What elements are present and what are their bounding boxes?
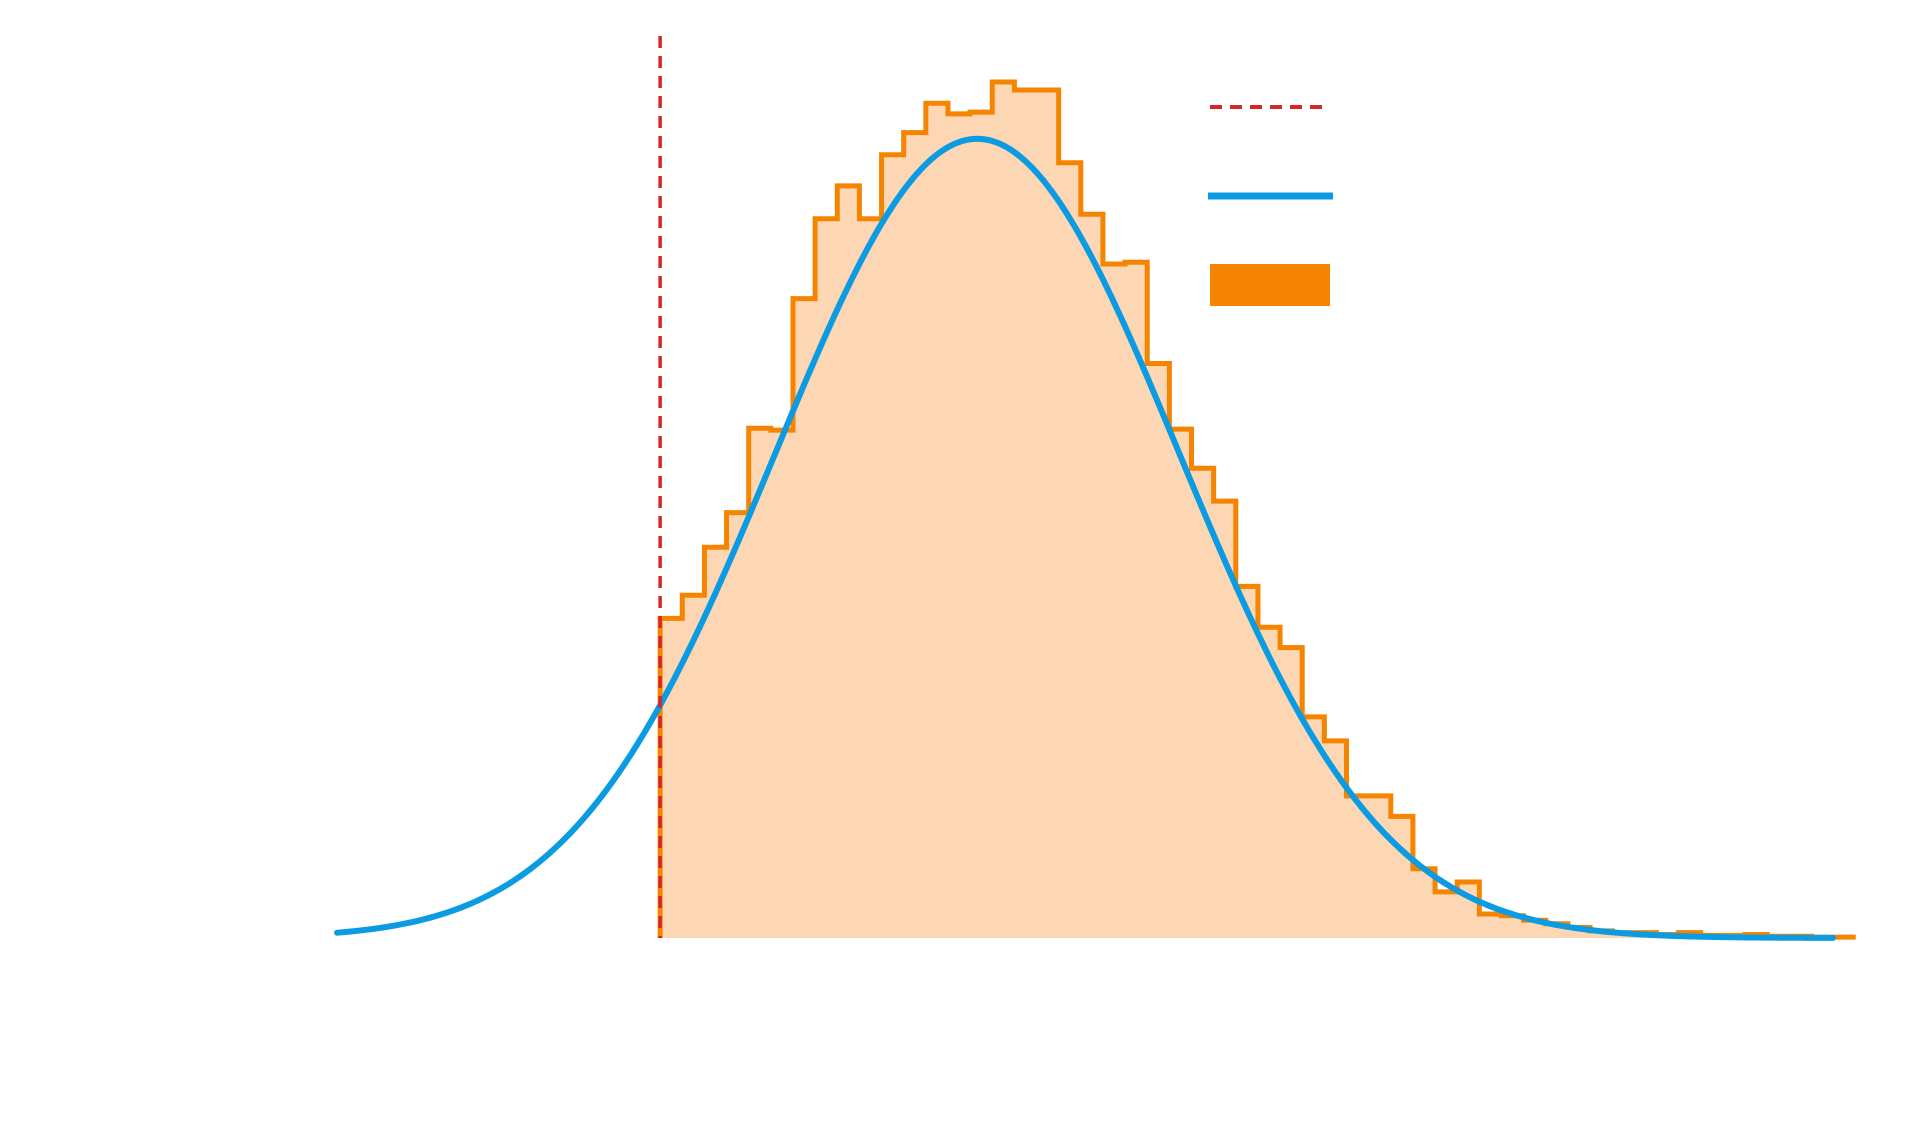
histogram-bar (704, 547, 728, 938)
histogram-bar (1590, 930, 1613, 938)
histogram-bar (1257, 627, 1281, 938)
histogram-bar (1346, 795, 1370, 938)
histogram-bar (815, 218, 838, 939)
histogram-bar (682, 595, 706, 938)
histogram-bar (1169, 429, 1193, 938)
legend-swatch-histogram (1210, 264, 1330, 306)
histogram-bar (1191, 468, 1215, 938)
histogram-bar (970, 112, 993, 938)
histogram-bar (1479, 914, 1503, 938)
histogram-bar (1058, 162, 1082, 938)
histogram-bar (1412, 868, 1436, 938)
histogram-bar (726, 512, 750, 938)
histogram-bar (947, 113, 971, 939)
histogram-bar (770, 430, 794, 938)
histogram-bar (903, 132, 927, 939)
histogram-bar (1390, 816, 1414, 938)
histogram-bar (881, 154, 905, 938)
histogram-bar (1435, 891, 1458, 938)
histogram-bar (1280, 647, 1303, 938)
histogram-bar (837, 185, 861, 938)
histogram-bar (1014, 89, 1038, 938)
histogram-bar (1102, 264, 1126, 938)
histogram-bar (1235, 586, 1259, 938)
histogram-bar (859, 218, 883, 939)
histogram-bar (1302, 716, 1325, 938)
histogram-bar (748, 428, 772, 938)
histogram-bar (1080, 214, 1104, 938)
histogram-bar (792, 298, 816, 938)
histogram-bars (660, 81, 1857, 939)
histogram-bar (925, 103, 949, 938)
histogram-bar (1501, 915, 1525, 938)
plot-area (334, 36, 1857, 941)
histogram-bar (992, 81, 1015, 938)
histogram-bar (1147, 363, 1170, 938)
histogram-bar (1324, 740, 1348, 938)
histogram-bar (1213, 501, 1237, 938)
series-line-fit-curve (334, 135, 1836, 941)
histogram-bar (1036, 89, 1060, 938)
histogram-bar (1567, 927, 1591, 938)
histogram-bar (1125, 262, 1148, 938)
legend (1208, 105, 1333, 306)
